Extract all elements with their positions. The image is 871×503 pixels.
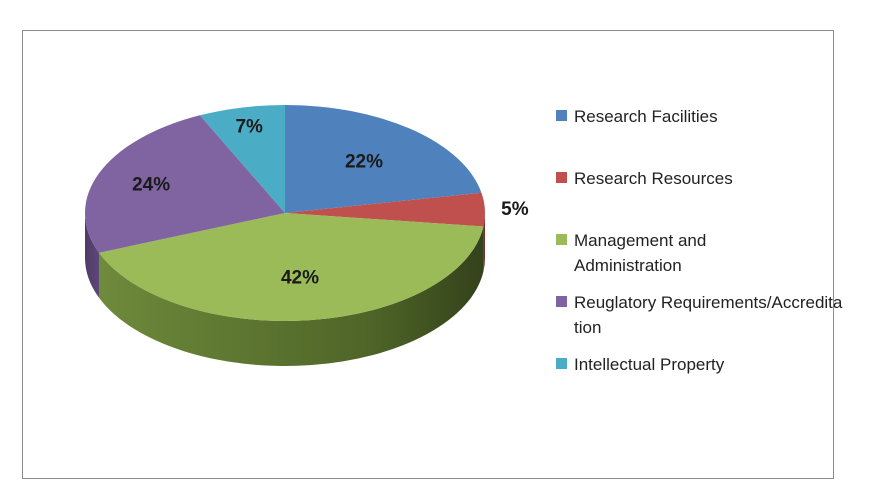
- pie-data-label: 5%: [501, 199, 529, 220]
- pie-slice: [285, 192, 485, 227]
- pie-data-label: 7%: [235, 117, 263, 138]
- pie-slice: [199, 105, 285, 213]
- pie-slice: [84, 115, 286, 253]
- pie-data-label: 22%: [345, 151, 383, 172]
- pie-data-label: 42%: [281, 267, 319, 288]
- legend-swatch: [556, 172, 567, 183]
- legend-label: Intellectual Property: [574, 355, 725, 374]
- legend-item-intellectual-property: Intellectual Property: [556, 352, 846, 377]
- legend-swatch: [556, 110, 567, 121]
- pie-slice-side: [483, 213, 485, 272]
- legend-item-management-and-administration: Management and Administration: [556, 228, 744, 278]
- legend-swatch: [556, 234, 567, 245]
- pie-data-label: 24%: [132, 174, 170, 195]
- legend-label: Research Resources: [574, 169, 733, 188]
- legend: Research Facilities Research Resources M…: [556, 104, 846, 377]
- legend-item-research-facilities: Research Facilities: [556, 104, 846, 129]
- legend-label: Research Facilities: [574, 107, 718, 126]
- legend-label: Management and Administration: [574, 231, 707, 275]
- pie-slice: [99, 213, 484, 322]
- pie-slice-side: [99, 226, 484, 366]
- pie-slice: [285, 105, 482, 213]
- legend-item-regulatory-requirements: Reuglatory Requirements/Accreditation: [556, 290, 844, 340]
- pie-slice-side: [85, 213, 100, 298]
- legend-item-research-resources: Research Resources: [556, 166, 846, 191]
- legend-swatch: [556, 358, 567, 369]
- legend-label: Reuglatory Requirements/Accreditation: [574, 293, 843, 337]
- legend-swatch: [556, 296, 567, 307]
